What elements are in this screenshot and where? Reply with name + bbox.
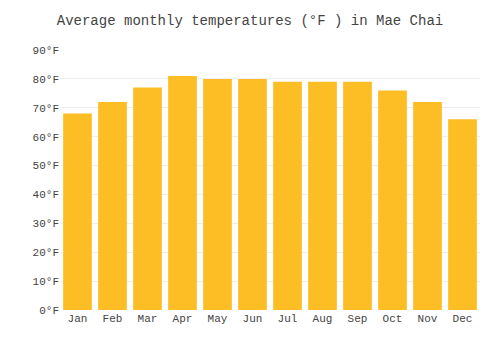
svg-text:0°F: 0°F <box>39 305 59 317</box>
svg-text:10°F: 10°F <box>33 276 59 288</box>
svg-text:30°F: 30°F <box>33 218 59 230</box>
svg-text:Jun: Jun <box>243 313 263 325</box>
svg-text:Nov: Nov <box>418 313 438 325</box>
svg-text:60°F: 60°F <box>33 132 59 144</box>
svg-text:Dec: Dec <box>453 313 473 325</box>
svg-text:40°F: 40°F <box>33 189 59 201</box>
svg-text:Jul: Jul <box>278 313 298 325</box>
svg-text:Feb: Feb <box>103 313 123 325</box>
svg-text:80°F: 80°F <box>33 74 59 86</box>
svg-text:50°F: 50°F <box>33 160 59 172</box>
svg-text:Mar: Mar <box>138 313 158 325</box>
svg-text:Sep: Sep <box>348 313 368 325</box>
svg-text:May: May <box>208 313 228 325</box>
svg-text:Apr: Apr <box>173 313 193 325</box>
svg-text:Oct: Oct <box>383 313 403 325</box>
svg-text:Aug: Aug <box>313 313 333 325</box>
svg-text:90°F: 90°F <box>33 45 59 57</box>
svg-text:Jan: Jan <box>68 313 88 325</box>
svg-text:20°F: 20°F <box>33 247 59 259</box>
svg-text:Average monthly temperatures (: Average monthly temperatures (°F ) in Ma… <box>57 13 443 29</box>
svg-text:70°F: 70°F <box>33 103 59 115</box>
